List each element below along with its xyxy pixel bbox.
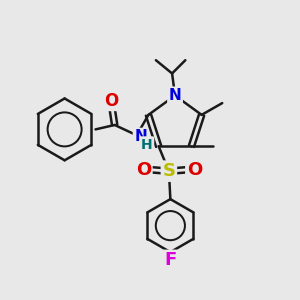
- Text: O: O: [187, 161, 202, 179]
- Text: S: S: [162, 162, 176, 180]
- Text: O: O: [136, 161, 151, 179]
- Text: N: N: [169, 88, 182, 103]
- Text: H: H: [141, 138, 153, 152]
- Text: O: O: [105, 92, 119, 110]
- Text: F: F: [164, 251, 176, 269]
- Text: N: N: [134, 129, 147, 144]
